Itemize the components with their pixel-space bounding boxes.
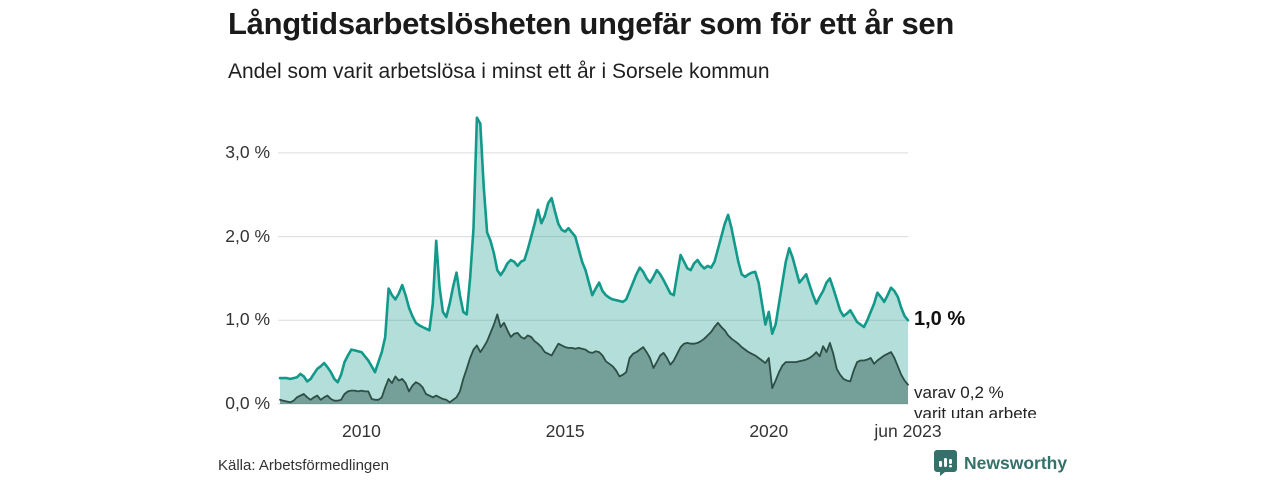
y-axis-tick-label: 1,0 % [225, 309, 270, 330]
y-axis-tick-label: 0,0 % [225, 393, 270, 413]
end-value-label-subset-line1: varav 0,2 % [914, 383, 1004, 402]
varav-utan-arbete-area [280, 314, 908, 404]
x-axis-tick-label: 2015 [545, 421, 585, 441]
end-value-label-total: 1,0 % [914, 308, 966, 331]
newsworthy-logo[interactable]: Newsworthy [934, 450, 1067, 476]
page-subtitle: Andel som varit arbetslösa i minst ett å… [228, 60, 770, 83]
end-value-label-subset-line2: varit utan arbete [914, 404, 1037, 418]
subset-series [279, 313, 909, 404]
andel-arbetslosa-minst-ett-ar-line [278, 116, 910, 384]
x-axis-tick-label: jun 2023 [874, 421, 942, 441]
newsworthy-logo-text: Newsworthy [964, 452, 1068, 473]
y-axis-tick-label: 3,0 % [225, 141, 270, 162]
varav-utan-arbete-line [279, 313, 909, 404]
x-axis-tick-label: 2020 [749, 421, 789, 441]
end-value-label-subset: varav 0,2 % varit utan arbete [914, 382, 1074, 418]
gridlines [278, 152, 908, 405]
newsworthy-bar-chart-icon [934, 450, 957, 476]
x-axis-tick-label: 2010 [341, 421, 381, 441]
y-axis-tick-label: 2,0 % [225, 225, 270, 246]
andel-arbetslosa-minst-ett-ar-area [280, 117, 908, 404]
page-title: Långtidsarbetslösheten ungefär som för e… [228, 6, 955, 41]
source-note: Källa: Arbetsförmedlingen [218, 457, 389, 474]
total-series [278, 116, 910, 404]
